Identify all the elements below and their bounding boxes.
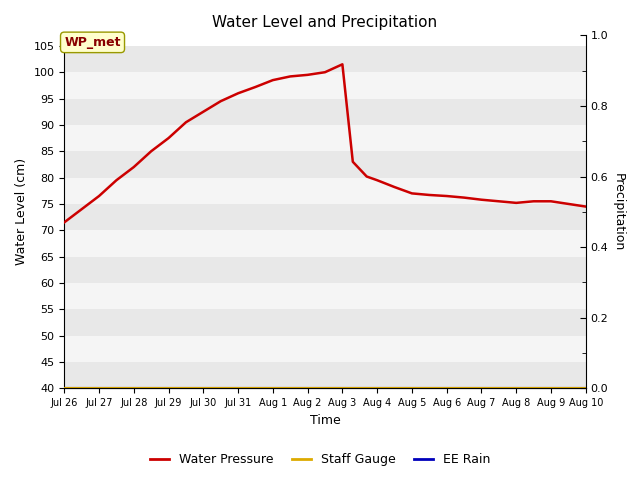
Bar [64,362,586,388]
Bar [64,283,586,309]
X-axis label: Time: Time [310,414,340,427]
Bar [64,72,586,98]
Bar [64,178,586,204]
Y-axis label: Water Level (cm): Water Level (cm) [15,158,28,265]
Legend: Water Pressure, Staff Gauge, EE Rain: Water Pressure, Staff Gauge, EE Rain [145,448,495,471]
Bar [64,98,586,125]
Title: Water Level and Precipitation: Water Level and Precipitation [212,15,438,30]
Text: WP_met: WP_met [64,36,121,49]
Bar [64,125,586,151]
Bar [64,204,586,230]
Bar [64,309,586,336]
Bar [64,230,586,257]
Y-axis label: Precipitation: Precipitation [612,173,625,251]
Bar [64,46,586,72]
Bar [64,151,586,178]
Bar [64,257,586,283]
Bar [64,336,586,362]
